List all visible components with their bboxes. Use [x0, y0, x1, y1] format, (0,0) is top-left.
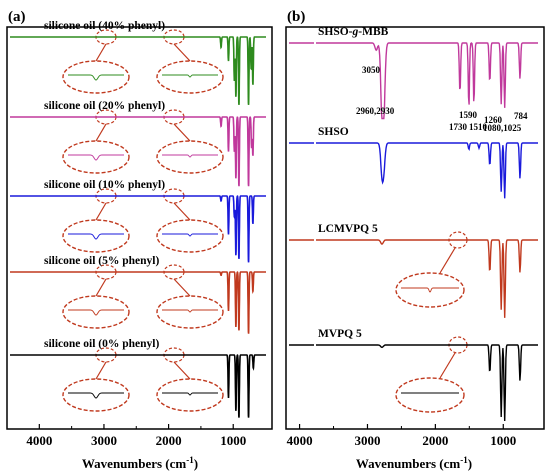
x-tick-label-2000: 2000 — [422, 433, 448, 448]
zoom-arrow — [95, 123, 107, 142]
inset-ellipse — [62, 295, 130, 329]
inset-ellipse — [62, 140, 130, 174]
inset-trace — [401, 287, 459, 293]
annotation-1590: 1590 — [459, 110, 478, 120]
inset-ellipse — [62, 378, 130, 412]
series-line — [316, 142, 538, 199]
inset-ellipse — [156, 295, 224, 329]
series-lcmvpq-5: LCMVPQ 5 — [289, 223, 538, 318]
zoom-arrow — [173, 278, 191, 297]
legend-label: silicone oil (10% phenyl) — [44, 179, 165, 191]
panel-a-x-axis-title: Wavenumbers (cm-1) — [82, 455, 198, 471]
series-line — [316, 344, 538, 422]
inset-trace — [68, 154, 124, 161]
legend-label: silicone oil (0% phenyl) — [44, 338, 159, 350]
panel-a-spectra: silicone oil (40% phenyl) silicone oil (2… — [10, 20, 266, 418]
zoom-arrow — [439, 247, 456, 274]
series-silicone-oil-10-phenyl: silicone oil (10% phenyl) — [10, 179, 266, 263]
annotation-1510: 1510 — [469, 122, 488, 132]
zoom-arrow — [173, 361, 191, 380]
inset-ellipse — [156, 60, 224, 94]
zoom-arrow — [173, 43, 191, 62]
series-line — [218, 36, 266, 105]
panel-a-x-axis: 4000 3000 2000 1000 — [26, 424, 246, 448]
series-mvpq-5: MVPQ 5 — [289, 328, 538, 422]
panel-b: (b) SHSO-g-MBB SHSO LCMVPQ 5 MVPQ 5 4000 300… — [285, 9, 545, 471]
x-tick-label-1000: 1000 — [490, 433, 516, 448]
x-tick-label-4000: 4000 — [26, 433, 52, 448]
panel-b-x-axis-title: Wavenumbers (cm-1) — [356, 455, 472, 471]
zoom-arrow — [173, 123, 191, 142]
panel-b-spectra: SHSO-g-MBB SHSO LCMVPQ 5 MVPQ 5 — [289, 26, 538, 422]
zoom-arrow — [95, 202, 107, 221]
series-line — [218, 354, 266, 418]
x-tick-label-4000: 4000 — [287, 433, 313, 448]
series-silicone-oil-0-phenyl: silicone oil (0% phenyl) — [10, 338, 266, 418]
x-tick-label-2000: 2000 — [156, 433, 182, 448]
series-line — [218, 271, 266, 334]
zoom-arrow — [95, 278, 107, 297]
inset-ellipse — [156, 378, 224, 412]
series-silicone-oil-5-phenyl: silicone oil (5% phenyl) — [10, 255, 266, 334]
series-line — [218, 195, 266, 263]
annotation-1260: 1260 — [484, 115, 503, 125]
annotation-784: 784 — [514, 111, 528, 121]
inset-trace — [68, 309, 124, 316]
zoom-arrow — [173, 202, 191, 221]
legend-label: silicone oil (5% phenyl) — [44, 255, 159, 267]
inset-trace — [162, 309, 218, 313]
series-silicone-oil-40-phenyl: silicone oil (40% phenyl) — [10, 20, 266, 105]
inset-trace — [68, 233, 124, 240]
inset-ellipse — [395, 377, 465, 413]
series-line — [218, 116, 266, 187]
panel-b-x-axis: 4000 3000 2000 1000 — [287, 424, 516, 448]
x-tick-label-3000: 3000 — [91, 433, 117, 448]
inset-trace — [68, 392, 124, 399]
inset-trace — [162, 233, 218, 237]
legend-label: silicone oil (20% phenyl) — [44, 100, 165, 112]
panel-b-frame — [285, 26, 545, 430]
annotation-3050: 3050 — [362, 65, 381, 75]
panel-a: (a) silicone oil (40% phenyl)silicone oi… — [6, 9, 273, 471]
legend-label: MVPQ 5 — [318, 328, 362, 340]
annotation-1730: 1730 — [449, 122, 468, 132]
inset-trace — [68, 74, 124, 81]
legend-label: SHSO-g-MBB — [318, 26, 389, 38]
inset-trace — [162, 154, 218, 158]
series-line — [316, 239, 538, 318]
panel-b-label: (b) — [287, 9, 305, 25]
panel-a-frame — [6, 26, 273, 430]
annotation-1080-1025: 1080,1025 — [483, 123, 522, 133]
zoom-arrow — [439, 352, 456, 379]
legend-label: silicone oil (40% phenyl) — [44, 20, 165, 32]
inset-ellipse — [62, 60, 130, 94]
inset-trace — [162, 392, 218, 396]
panel-b-peak-annotations: 3050 2960,2930 1590 1730 1510 1260 1080,… — [356, 65, 528, 133]
series-silicone-oil-20-phenyl: silicone oil (20% phenyl) — [10, 100, 266, 187]
x-tick-label-1000: 1000 — [220, 433, 246, 448]
panel-a-label: (a) — [8, 9, 26, 25]
inset-ellipse — [156, 219, 224, 253]
series-line — [316, 42, 538, 120]
zoom-arrow — [95, 43, 107, 62]
inset-trace — [162, 74, 218, 78]
series-shso: SHSO — [289, 126, 538, 199]
series-shso-g-mbb: SHSO-g-MBB — [289, 26, 538, 120]
legend-label: LCMVPQ 5 — [318, 223, 378, 235]
inset-ellipse — [62, 219, 130, 253]
x-tick-label-3000: 3000 — [354, 433, 380, 448]
inset-ellipse — [156, 140, 224, 174]
inset-ellipse — [395, 272, 465, 308]
zoom-arrow — [95, 361, 107, 380]
annotation-2960-2930: 2960,2930 — [356, 106, 395, 116]
legend-label: SHSO — [318, 126, 349, 138]
